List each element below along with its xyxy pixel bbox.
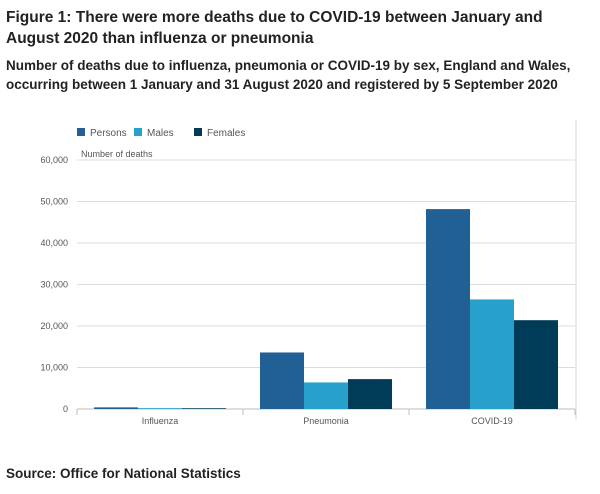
- y-tick-label: 0: [63, 404, 68, 414]
- legend-item-males: Males: [134, 128, 174, 139]
- y-tick-label: 40,000: [40, 238, 68, 248]
- source-note: Source: Office for National Statistics: [6, 466, 241, 481]
- y-axis-ticks: 0 10,000 20,000 30,000 40,000 50,000 60,000: [40, 155, 68, 414]
- legend-swatch: [194, 128, 202, 136]
- y-tick-label: 30,000: [40, 280, 68, 290]
- figure-title: Figure 1: There were more deaths due to …: [6, 9, 543, 47]
- bar-influenza-persons: [94, 407, 138, 409]
- bar-influenza-females: [182, 408, 226, 409]
- y-tick-label: 60,000: [40, 155, 68, 165]
- x-tick-label: Influenza: [142, 416, 179, 426]
- y-tick-label: 50,000: [40, 197, 68, 207]
- bars: [94, 209, 558, 409]
- x-tick-label: Pneumonia: [303, 416, 349, 426]
- legend-label: Persons: [90, 128, 127, 139]
- legend-label: Females: [207, 128, 245, 139]
- x-tick-label: COVID-19: [471, 416, 513, 426]
- bar-covid-19-females: [514, 320, 558, 409]
- figure-subtitle: Number of deaths due to influenza, pneum…: [6, 58, 571, 92]
- bar-influenza-males: [138, 408, 182, 409]
- chart-legend: Persons Males Females: [77, 128, 245, 139]
- bar-pneumonia-persons: [260, 352, 304, 409]
- bar-pneumonia-males: [304, 382, 348, 409]
- legend-swatch: [77, 128, 85, 136]
- bar-pneumonia-females: [348, 379, 392, 409]
- legend-item-females: Females: [194, 128, 245, 139]
- legend-item-persons: Persons: [77, 128, 127, 139]
- legend-swatch: [134, 128, 142, 136]
- bar-covid-19-males: [470, 299, 514, 409]
- y-axis-label: Number of deaths: [81, 149, 153, 159]
- y-tick-label: 10,000: [40, 363, 68, 373]
- x-axis-ticks: Influenza Pneumonia COVID-19: [76, 409, 576, 426]
- bar-covid-19-persons: [426, 209, 470, 409]
- y-tick-label: 20,000: [40, 321, 68, 331]
- legend-label: Males: [147, 128, 174, 139]
